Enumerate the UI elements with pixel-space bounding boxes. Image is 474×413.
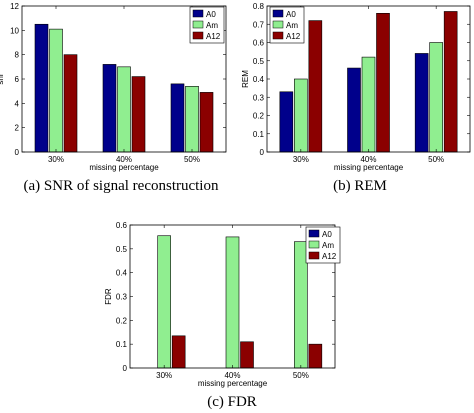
bar-a0-50pct — [414, 53, 429, 153]
bar-a0-50pct — [170, 83, 185, 153]
bar-a12-50pct — [443, 11, 458, 153]
bar-a0-30pct — [279, 91, 294, 153]
bar-a0-30pct — [34, 23, 49, 153]
legend-swatch-am — [272, 20, 284, 29]
bar-am-40pct — [117, 66, 131, 153]
plot-frame — [21, 5, 227, 153]
y-tick-label: 0.6 — [116, 221, 128, 230]
x-tick-label: 30% — [156, 371, 172, 380]
y-tick-label: 0.8 — [253, 2, 265, 11]
y-tick-label: 0.7 — [253, 20, 265, 29]
x-axis-label: missing percentage — [198, 379, 268, 388]
chart-caption: (a) SNR of signal reconstruction — [24, 178, 219, 194]
bar-a12-30pct — [308, 20, 323, 153]
legend-swatch-a12 — [272, 31, 284, 40]
legend-label-am: Am — [206, 21, 218, 30]
y-tick-label: 0 — [260, 148, 265, 157]
x-tick-label: 50% — [184, 155, 200, 164]
chart-caption: (b) REM — [333, 178, 387, 194]
chart-caption: (c) FDR — [207, 394, 257, 410]
y-tick-label: 0 — [123, 364, 128, 373]
y-axis-label: REM — [241, 70, 250, 88]
bar-a12-50pct — [199, 92, 214, 153]
legend-swatch-a0 — [272, 9, 284, 18]
bar-a12-30pct — [63, 54, 78, 153]
y-axis-label: FDR — [104, 288, 113, 305]
legend: A0 Am A12 — [305, 226, 341, 264]
bar-a12-30pct — [171, 335, 186, 369]
bar-am-40pct — [361, 56, 376, 153]
y-tick-label: 8 — [15, 51, 20, 60]
y-tick-label: 0.3 — [253, 93, 265, 102]
legend-label-a12: A12 — [322, 252, 337, 261]
x-axis-label: missing percentage — [89, 163, 159, 172]
bar-a12-40pct — [240, 341, 254, 369]
y-tick-label: 10 — [10, 26, 19, 35]
legend-swatch-am — [308, 240, 320, 249]
plot-frame — [266, 5, 471, 153]
bar-am-30pct — [294, 78, 308, 153]
bar-am-30pct — [157, 235, 171, 369]
y-tick-label: 0.2 — [116, 316, 128, 325]
x-tick-label: 30% — [48, 155, 64, 164]
y-axis-label: snr — [0, 73, 5, 84]
x-tick-label: 50% — [428, 155, 444, 164]
y-tick-label: 0.2 — [253, 112, 265, 121]
y-tick-label: 0 — [15, 148, 20, 157]
legend-label-am: Am — [322, 241, 334, 250]
bar-a12-40pct — [131, 76, 146, 153]
legend: A0 Am A12 — [269, 6, 305, 44]
y-tick-label: 0.4 — [253, 75, 265, 84]
x-tick-label: 40% — [116, 155, 132, 164]
legend-swatch-am — [192, 20, 204, 29]
legend-swatch-a12 — [192, 31, 204, 40]
chart-panel-2: 30% 40% 50% 0 0.1 0.2 0.3 0.4 0.5 0.6 0.7 0.8 missin… — [241, 2, 471, 194]
y-tick-label: 0.4 — [116, 269, 128, 278]
legend-label-a0: A0 — [286, 10, 296, 19]
y-tick-label: 2 — [15, 124, 20, 133]
y-tick-label: 0.6 — [253, 39, 265, 48]
legend-swatch-a0 — [192, 9, 204, 18]
y-tick-label: 6 — [15, 75, 20, 84]
legend-swatch-a0 — [308, 229, 320, 238]
bar-am-40pct — [225, 236, 240, 369]
legend-label-a0: A0 — [322, 230, 332, 239]
x-tick-label: 40% — [224, 371, 240, 380]
chart-panel-1: 30% 40% 50% 0 2 4 6 8 10 12 missing percentage snr A… — [0, 2, 227, 194]
bar-a12-50pct — [308, 343, 323, 369]
x-tick-label: 50% — [293, 371, 309, 380]
y-tick-label: 4 — [15, 99, 20, 108]
bar-am-50pct — [294, 241, 308, 369]
bar-am-50pct — [185, 86, 199, 153]
y-tick-label: 0.1 — [253, 130, 265, 139]
legend-label-a0: A0 — [206, 10, 216, 19]
legend-label-am: Am — [286, 21, 298, 30]
legend: A0 Am A12 — [189, 6, 225, 44]
x-tick-label: 40% — [360, 155, 376, 164]
chart-panel-3: 30% 40% 50% 0 0.1 0.2 0.3 0.4 0.5 0.6 missing perc… — [104, 221, 341, 410]
legend-label-a12: A12 — [206, 32, 221, 41]
y-tick-label: 0.3 — [116, 293, 128, 302]
legend-swatch-a12 — [308, 251, 320, 260]
plot-frame — [129, 224, 336, 369]
y-tick-label: 0.1 — [116, 340, 128, 349]
x-tick-label: 30% — [293, 155, 309, 164]
bar-a12-40pct — [376, 13, 390, 153]
y-tick-label: 0.5 — [253, 57, 265, 66]
bar-a0-40pct — [102, 64, 117, 153]
x-axis-label: missing percentage — [334, 163, 404, 172]
bar-am-50pct — [429, 42, 443, 153]
legend-label-a12: A12 — [286, 32, 301, 41]
bar-a0-40pct — [347, 67, 361, 153]
bar-am-30pct — [49, 28, 63, 153]
y-tick-label: 0.5 — [116, 245, 128, 254]
y-tick-label: 12 — [10, 2, 19, 11]
